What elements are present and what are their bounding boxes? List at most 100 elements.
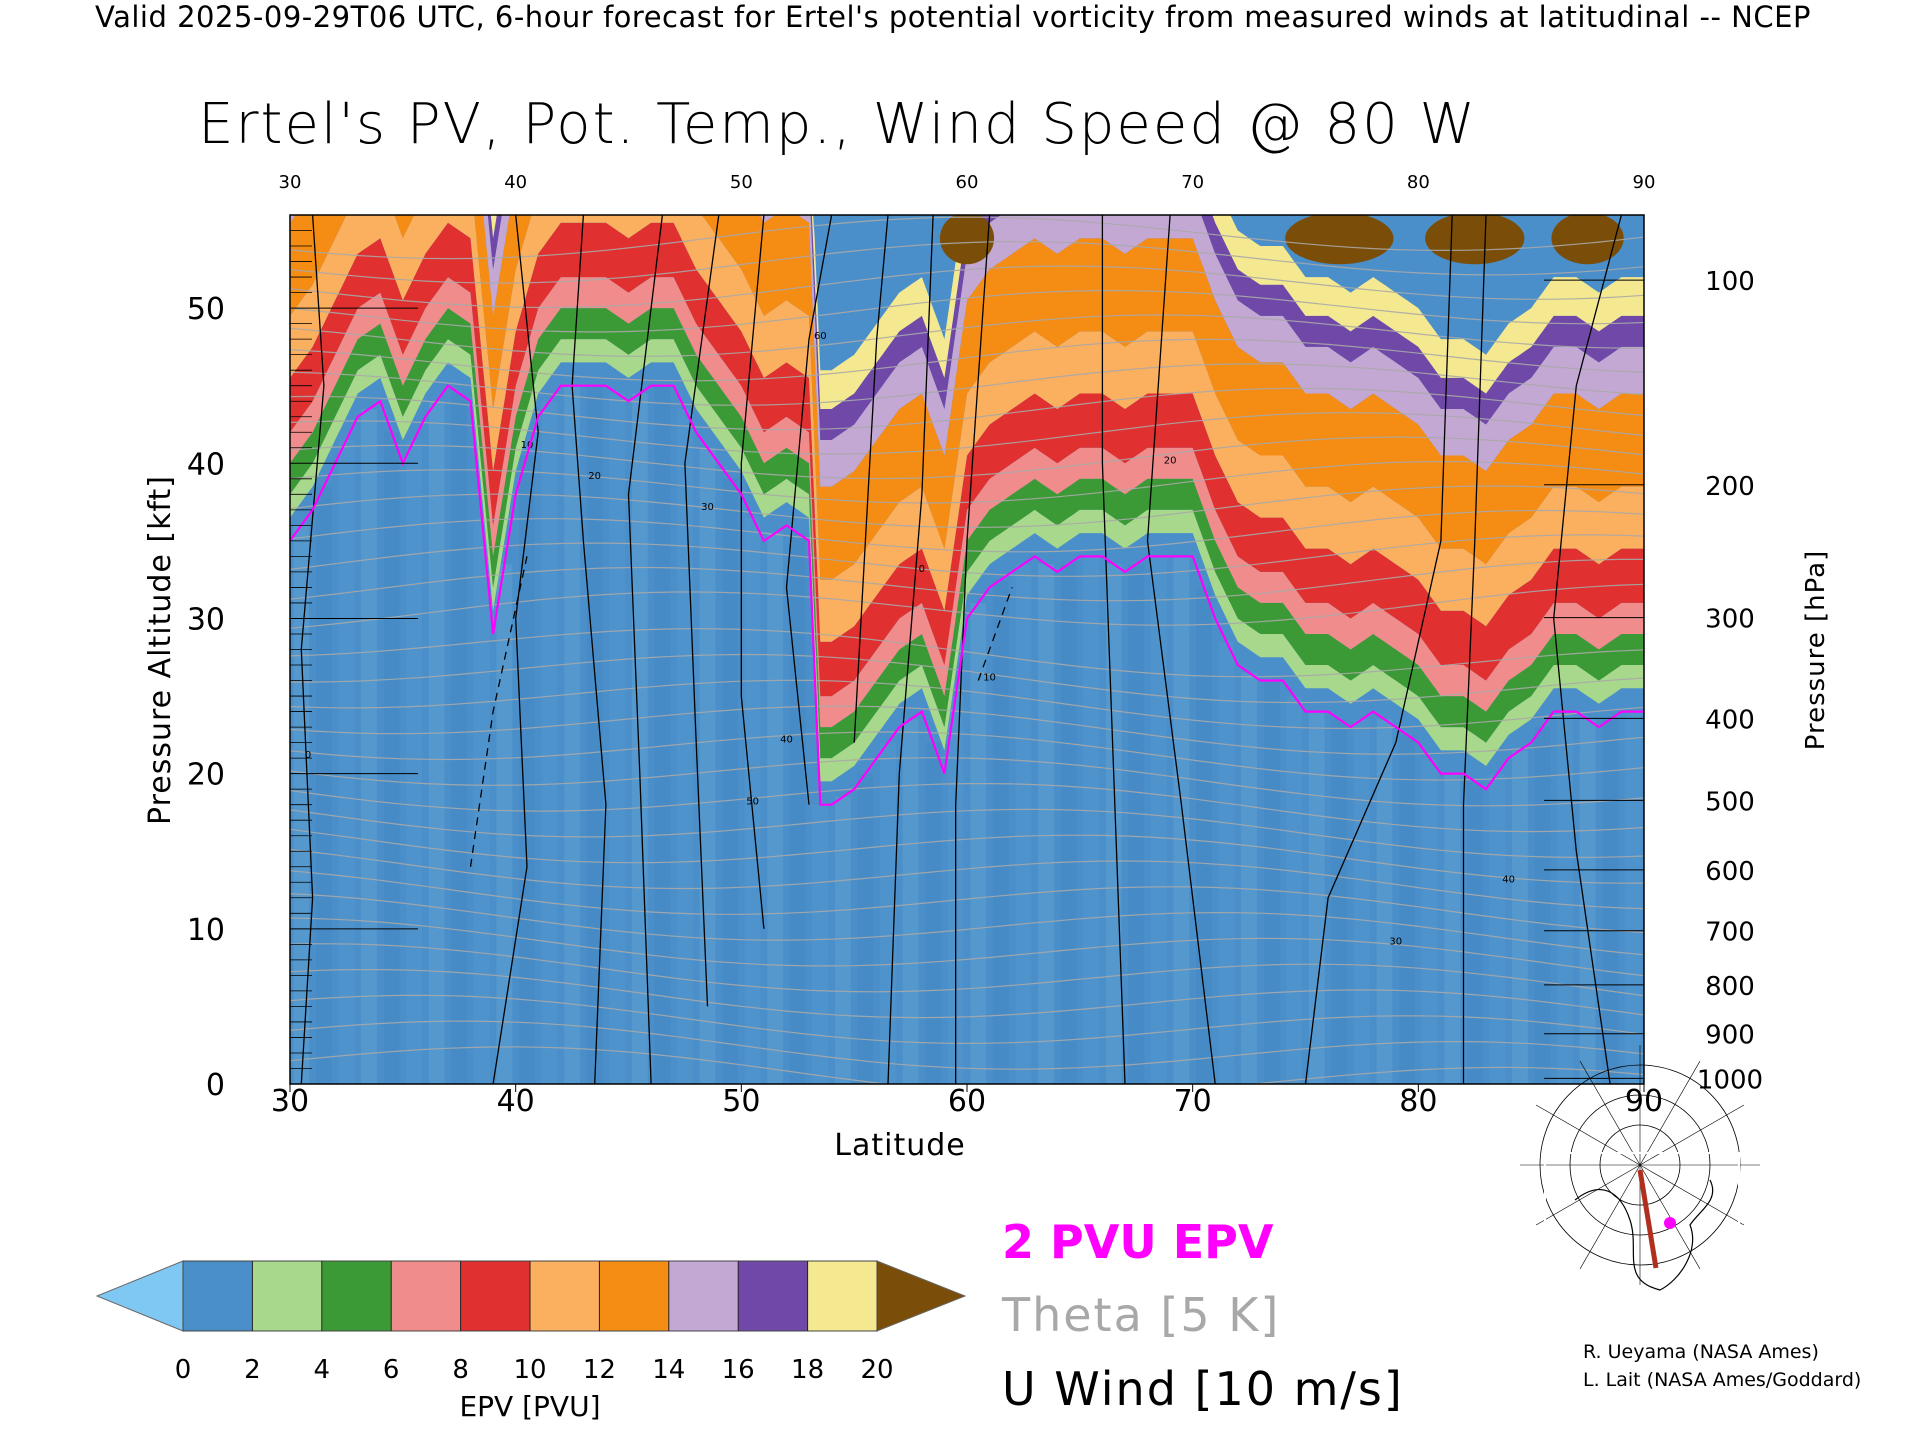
map-edge — [1544, 1152, 1740, 1306]
epv-band-1 — [290, 339, 1644, 782]
wind-contour-3 — [627, 215, 664, 1084]
epv-texture — [1263, 680, 1280, 1084]
theta-line — [290, 968, 1644, 1019]
2pvu-line — [290, 384, 1644, 806]
epv-texture — [1511, 750, 1528, 1084]
colorbar-swatch-5 — [530, 1261, 600, 1331]
epv-texture — [1150, 556, 1167, 1084]
colorbar-tick-label: 14 — [652, 1355, 685, 1385]
epv-texture — [677, 408, 693, 1084]
x-top-tick-label: 80 — [1407, 172, 1430, 193]
contour-label: 0 — [919, 564, 925, 575]
epv-texture — [1557, 711, 1573, 1084]
epv-peak-1 — [1285, 215, 1394, 265]
x-tick-label: 50 — [722, 1084, 760, 1119]
y-axis-label: Pressure Altitude [kft] — [143, 475, 178, 825]
epv-texture — [1354, 719, 1370, 1084]
theta-line — [290, 679, 1644, 730]
contour-label: 30 — [1389, 936, 1402, 947]
contour-label: 40 — [780, 735, 793, 746]
contour-label: 30 — [701, 502, 714, 513]
theta-line — [290, 782, 1644, 833]
epv-texture — [1128, 564, 1145, 1084]
y-tick-label: 0 — [206, 1068, 225, 1103]
epv-texture — [1602, 719, 1619, 1084]
map-marker — [1664, 1217, 1676, 1229]
epv-fill — [290, 215, 1644, 1084]
theta-line — [290, 848, 1644, 910]
epv-texture — [586, 385, 603, 1084]
colorbar-tick-label: 4 — [314, 1355, 331, 1385]
map-section-line — [1637, 1169, 1659, 1269]
x-tick-label: 60 — [948, 1084, 986, 1119]
epv-texture — [1286, 696, 1303, 1084]
epv-texture — [1241, 672, 1257, 1084]
epv-peak-3 — [1551, 215, 1624, 265]
chart-title: Ertel's PV, Pot. Temp., Wind Speed @ 80 … — [198, 92, 1477, 157]
theta-line — [290, 731, 1644, 781]
epv-texture — [473, 517, 490, 1084]
wind-contour-1 — [492, 215, 539, 1084]
theta-line — [290, 653, 1644, 704]
colorbar-swatch-6 — [599, 1261, 670, 1331]
colorbar-swatch-1 — [252, 1261, 323, 1331]
p-tick-label: 700 — [1705, 918, 1755, 948]
epv-texture — [970, 602, 987, 1084]
map-meridian — [1639, 1060, 1701, 1166]
map-meridian — [1639, 1104, 1745, 1166]
p-tick-label: 900 — [1705, 1021, 1755, 1051]
x-tick-label: 70 — [1174, 1084, 1212, 1119]
epv-texture — [925, 742, 942, 1084]
epv-texture — [1038, 564, 1054, 1084]
colorbar-tick-label: 2 — [244, 1355, 261, 1385]
p-tick-label: 600 — [1705, 857, 1755, 887]
contour-label: 20 — [588, 471, 601, 482]
map-meridian — [1535, 1164, 1641, 1226]
theta-line — [290, 1020, 1644, 1070]
location-map — [1520, 1045, 1760, 1306]
theta-line — [290, 460, 1644, 504]
epv-texture — [541, 401, 558, 1084]
epv-peak-0 — [939, 215, 995, 265]
epv-texture — [992, 579, 1009, 1084]
map-meridian — [1579, 1164, 1641, 1270]
epv-texture — [428, 401, 445, 1084]
theta-line — [290, 240, 1644, 284]
theta-line — [290, 757, 1644, 807]
y-tick-label: 30 — [187, 602, 225, 637]
x-tick-label: 40 — [497, 1084, 535, 1119]
colorbar-swatch-9 — [807, 1261, 878, 1331]
epv-band-4 — [290, 222, 1644, 697]
colorbar-swatch-8 — [738, 1261, 809, 1331]
epv-texture — [880, 742, 896, 1084]
theta-line — [290, 289, 1644, 333]
map-meridian — [1639, 1164, 1701, 1270]
map-meridian — [1579, 1060, 1641, 1166]
x-tick-label: 30 — [271, 1084, 309, 1119]
epv-band-3 — [290, 277, 1644, 728]
epv-texture — [1624, 711, 1641, 1084]
wind-contour-14 — [1553, 215, 1623, 1084]
wind-contour-12 — [1304, 215, 1453, 1084]
colorbar-swatch-7 — [668, 1261, 739, 1331]
wind-contour-8 — [887, 215, 934, 1084]
credit-line-2: L. Lait (NASA Ames/Goddard) — [1583, 1369, 1862, 1391]
epv-texture — [1218, 641, 1235, 1084]
wind-contour-4 — [684, 215, 720, 1007]
wind-contour-13 — [1462, 215, 1487, 1084]
wind-contour-2 — [571, 215, 607, 1084]
legend-pv: 2 PVU EPV — [1002, 1215, 1274, 1269]
map-coastline — [1574, 1179, 1714, 1291]
epv-texture — [1376, 719, 1393, 1084]
p-tick-label: 100 — [1705, 267, 1755, 297]
x-top-tick-label: 60 — [956, 172, 979, 193]
epv-texture — [744, 517, 761, 1084]
colorbar-tick-label: 10 — [513, 1355, 546, 1385]
theta-line — [290, 893, 1644, 956]
wind-contour-dashed — [469, 556, 528, 867]
colorbar-tick-label: 20 — [860, 1355, 893, 1385]
map-meridian — [1639, 1164, 1745, 1226]
p-tick-label: 1000 — [1697, 1065, 1763, 1095]
epv-texture — [609, 393, 626, 1084]
